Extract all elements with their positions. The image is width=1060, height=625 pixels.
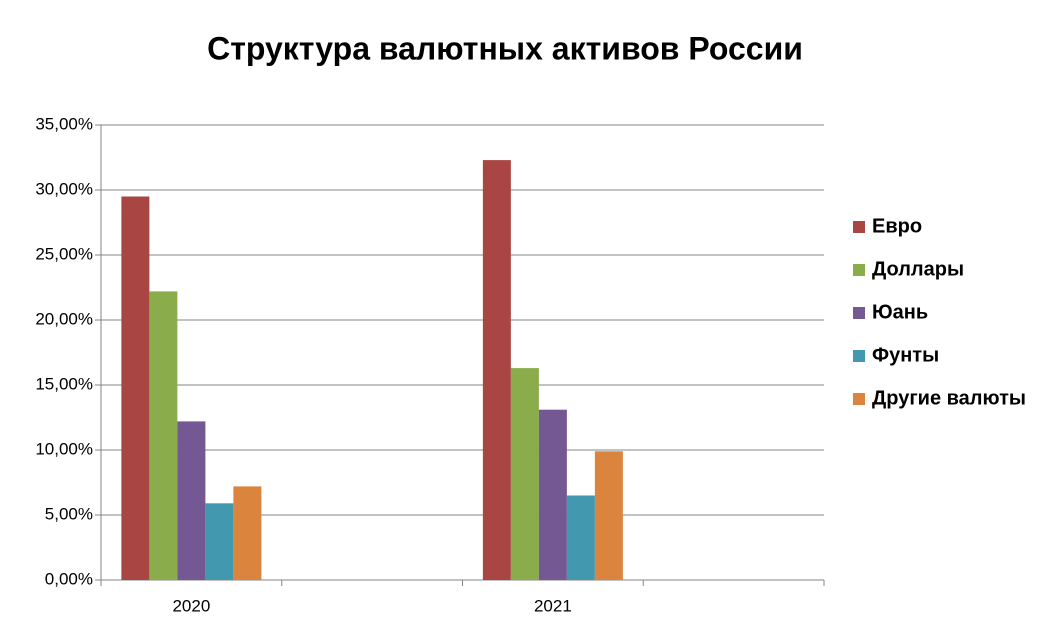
legend-label: Доллары [872,258,964,280]
y-tick-label: 30,00% [35,179,93,198]
bar [205,503,234,580]
x-tick-label: 2021 [534,596,572,615]
y-tick-label: 0,00% [45,569,93,588]
legend-swatch [853,393,865,405]
legend-label: Другие валюты [872,387,1026,409]
bar [538,409,567,580]
bar [510,368,539,580]
legend-label: Евро [872,215,922,237]
y-tick-label: 20,00% [35,309,93,328]
legend-swatch [853,350,865,362]
y-tick-label: 15,00% [35,374,93,393]
bar [233,486,262,580]
y-tick-label: 25,00% [35,244,93,263]
bar [566,495,595,580]
legend-swatch [853,307,865,319]
chart-title: Структура валютных активов России [207,30,803,66]
legend-swatch [853,221,865,233]
bar [149,291,178,580]
y-tick-label: 35,00% [35,114,93,133]
bar [121,196,150,580]
legend-label: Юань [872,301,928,323]
bar [177,421,206,580]
bar [482,160,511,580]
bar [594,451,623,580]
y-tick-label: 10,00% [35,439,93,458]
x-tick-label: 2020 [172,596,210,615]
legend-label: Фунты [872,344,939,366]
legend-swatch [853,264,865,276]
y-tick-label: 5,00% [45,504,93,523]
